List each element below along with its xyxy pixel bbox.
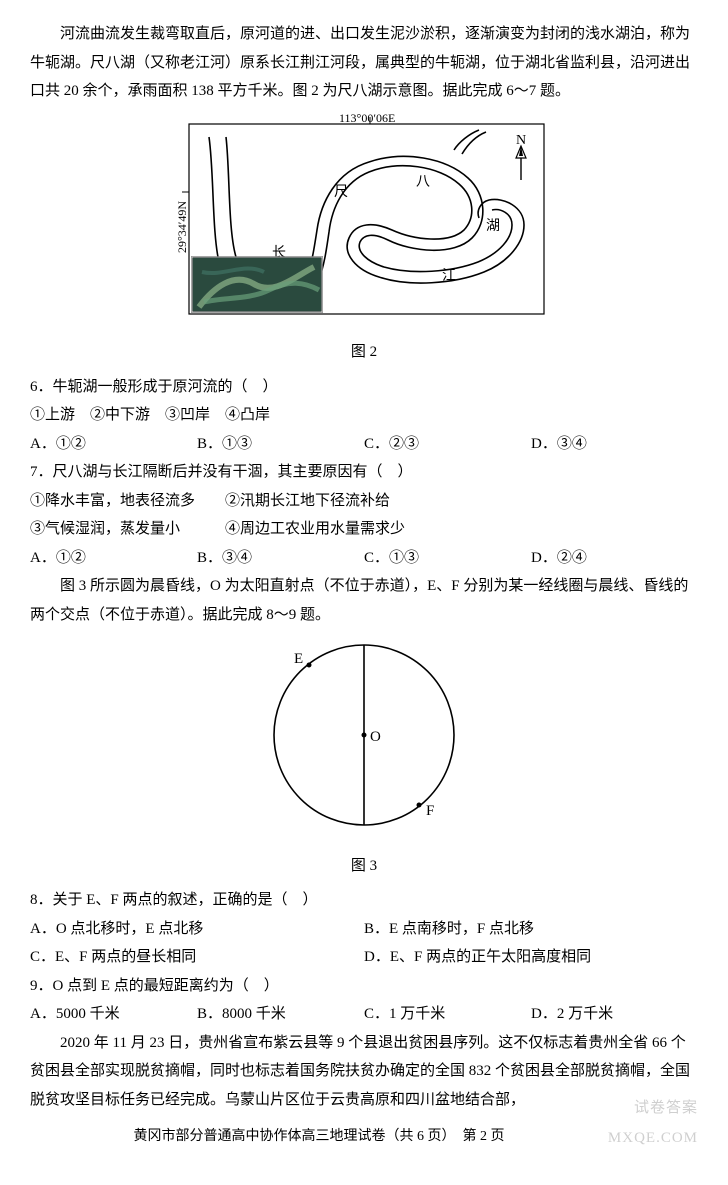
fig2-label-jiang: 江: [442, 268, 456, 284]
figure-3-wrap: O E F: [30, 635, 698, 846]
fig2-label-ba: 八: [416, 175, 430, 190]
q6-stem: 6．牛轭湖一般形成于原河流的（ ）: [30, 373, 698, 402]
page-footer: 黄冈市部分普通高中协作体高三地理试卷（共 6 页） 第 2 页 MXQE.COM: [30, 1124, 698, 1151]
q6-subs: ①上游 ②中下游 ③凹岸 ④凸岸: [30, 401, 698, 430]
fig3-label-o: O: [370, 729, 381, 745]
q8-options: A．O 点北移时，E 点北移 B．E 点南移时，F 点北移 C．E、F 两点的昼…: [30, 915, 698, 972]
q6-opt-b: B．①③: [197, 430, 364, 459]
figure-3-svg: O E F: [254, 635, 474, 835]
figure-2-wrap: 113°00′06E 29°34′49N N 尺 八 湖 长 江: [30, 112, 698, 333]
q7-opt-c: C．①③: [364, 544, 531, 573]
fig3-label-e: E: [294, 651, 303, 667]
watermark-text-2: MXQE.COM: [608, 1124, 698, 1153]
q8-stem: 8．关于 E、F 两点的叙述，正确的是（ ）: [30, 886, 698, 915]
q6-options: A．①② B．①③ C．②③ D．③④: [30, 430, 698, 459]
q9-options: A．5000 千米 B．8000 千米 C．1 万千米 D．2 万千米: [30, 1000, 698, 1029]
intro-paragraph-3: 2020 年 11 月 23 日，贵州省宣布紫云县等 9 个县退出贫困县序列。这…: [30, 1029, 698, 1115]
fig3-label-f: F: [426, 803, 434, 819]
q7-opt-d: D．②④: [531, 544, 698, 573]
q8-opt-c: C．E、F 两点的昼长相同: [30, 943, 364, 972]
intro-paragraph-1: 河流曲流发生裁弯取直后，原河道的进、出口发生泥沙淤积，逐渐演变为封闭的浅水湖泊，…: [30, 20, 698, 106]
q8-opt-a: A．O 点北移时，E 点北移: [30, 915, 364, 944]
q9-opt-c: C．1 万千米: [364, 1000, 531, 1029]
q9-stem: 9．O 点到 E 点的最短距离约为（ ）: [30, 972, 698, 1001]
figure-2-caption: 图 2: [30, 338, 698, 367]
q7-subs1: ①降水丰富，地表径流多 ②汛期长江地下径流补给: [30, 487, 698, 516]
watermark-text-1: 试卷答案: [634, 1094, 698, 1123]
fig2-label-chi: 尺: [334, 184, 348, 200]
figure-2-svg: 113°00′06E 29°34′49N N 尺 八 湖 长 江: [154, 112, 574, 322]
fig2-lat-label: 29°34′49N: [175, 200, 189, 252]
q7-stem: 7．尺八湖与长江隔断后并没有干涸，其主要原因有（ ）: [30, 458, 698, 487]
q6-opt-d: D．③④: [531, 430, 698, 459]
q6-opt-c: C．②③: [364, 430, 531, 459]
fig2-thumbnail: [192, 257, 322, 312]
q7-subs2: ③气候湿润，蒸发量小 ④周边工农业用水量需求少: [30, 515, 698, 544]
q7-opt-b: B．③④: [197, 544, 364, 573]
q9-opt-d: D．2 万千米: [531, 1000, 698, 1029]
q6-opt-a: A．①②: [30, 430, 197, 459]
q9-opt-a: A．5000 千米: [30, 1000, 197, 1029]
q7-opt-a: A．①②: [30, 544, 197, 573]
fig2-lon-label: 113°00′06E: [339, 112, 395, 125]
footer-text: 黄冈市部分普通高中协作体高三地理试卷（共 6 页） 第 2 页: [133, 1129, 504, 1144]
q7-options: A．①② B．③④ C．①③ D．②④: [30, 544, 698, 573]
figure-3-caption: 图 3: [30, 852, 698, 881]
intro-paragraph-2: 图 3 所示圆为晨昏线，O 为太阳直射点（不位于赤道），E、F 分别为某一经线圈…: [30, 572, 698, 629]
q8-opt-b: B．E 点南移时，F 点北移: [364, 915, 698, 944]
q8-opt-d: D．E、F 两点的正午太阳高度相同: [364, 943, 698, 972]
q9-opt-b: B．8000 千米: [197, 1000, 364, 1029]
fig2-label-hu: 湖: [486, 218, 500, 234]
